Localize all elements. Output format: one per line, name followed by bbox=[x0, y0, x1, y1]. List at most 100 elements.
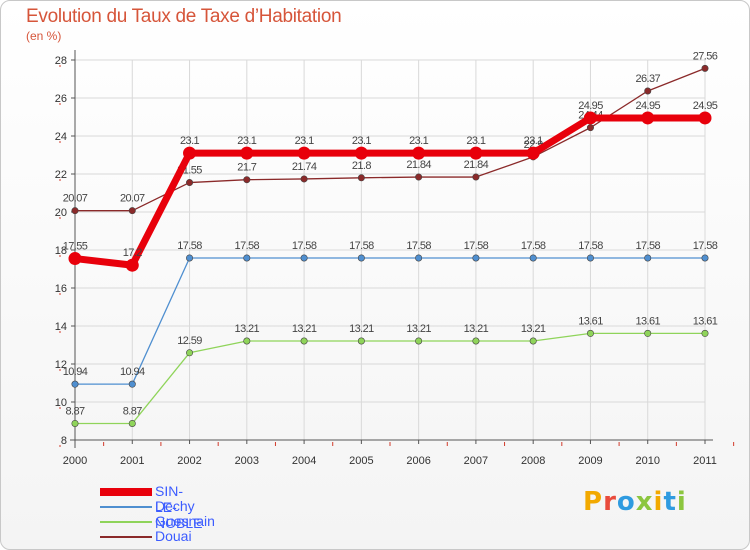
data-point bbox=[583, 111, 597, 125]
data-point bbox=[240, 146, 254, 160]
x-tick-label: 2008 bbox=[521, 455, 545, 467]
data-label: 23.1 bbox=[180, 135, 199, 147]
y-tick-label: 14 bbox=[55, 321, 67, 333]
data-label: 13.21 bbox=[406, 323, 431, 335]
series-line bbox=[74, 114, 705, 269]
series-line bbox=[75, 67, 706, 212]
series-guesnain: 8.87 8.87 12.59 13.21 13.21 13.21 13.21 13.21 13… bbox=[65, 315, 718, 427]
data-point bbox=[415, 254, 423, 262]
data-label: 8.87 bbox=[123, 405, 142, 417]
data-label: 17.58 bbox=[635, 240, 660, 252]
data-label: 13.61 bbox=[693, 315, 718, 327]
x-tick-label: 2004 bbox=[292, 455, 316, 467]
data-label: 13.21 bbox=[349, 323, 374, 335]
data-point bbox=[300, 254, 308, 262]
data-label: 17.58 bbox=[464, 240, 489, 252]
data-point bbox=[586, 329, 594, 337]
legend-label: Dechy bbox=[155, 498, 195, 514]
data-point bbox=[128, 380, 136, 388]
data-label: 17.58 bbox=[292, 240, 317, 252]
data-label: 21.84 bbox=[464, 159, 489, 171]
proxiti-logo: Proxiti bbox=[583, 487, 687, 517]
logo-letter: t bbox=[663, 487, 677, 517]
legend-swatch bbox=[100, 488, 152, 496]
y-tick-label: 10 bbox=[55, 397, 67, 409]
data-label: 21.74 bbox=[292, 161, 317, 173]
logo-letter: o bbox=[616, 487, 636, 517]
x-tick-label: 2011 bbox=[693, 455, 717, 467]
data-point bbox=[186, 254, 194, 262]
data-label: 17.58 bbox=[578, 240, 603, 252]
data-label: 17.58 bbox=[521, 240, 546, 252]
y-tick-label: 18 bbox=[55, 245, 67, 257]
data-point bbox=[125, 258, 139, 272]
data-point bbox=[644, 254, 652, 262]
data-point bbox=[586, 124, 594, 132]
data-point bbox=[243, 337, 251, 345]
data-label: 23.1 bbox=[352, 135, 371, 147]
data-point bbox=[698, 111, 712, 125]
data-point bbox=[357, 254, 365, 262]
x-tick-label: 2009 bbox=[578, 455, 602, 467]
data-label: 26.37 bbox=[635, 73, 660, 85]
data-point bbox=[354, 146, 368, 160]
data-label: 17.55 bbox=[63, 241, 88, 253]
x-tick-label: 2002 bbox=[177, 455, 201, 467]
data-point bbox=[357, 174, 365, 182]
data-point bbox=[701, 329, 709, 337]
data-label: 23.1 bbox=[466, 135, 485, 147]
logo-letter: i bbox=[653, 487, 664, 517]
data-label: 24.95 bbox=[693, 100, 718, 112]
y-tick-label: 20 bbox=[55, 207, 67, 219]
x-tick-label: 2001 bbox=[120, 455, 144, 467]
data-label: 20.07 bbox=[120, 193, 145, 205]
chart-subtitle: (en %) bbox=[26, 29, 62, 43]
data-label: 8.87 bbox=[65, 405, 84, 417]
data-point bbox=[186, 349, 194, 357]
data-point bbox=[357, 337, 365, 345]
y-tick-label: 12 bbox=[55, 359, 67, 371]
x-tick-label: 2000 bbox=[63, 455, 87, 467]
data-point bbox=[243, 254, 251, 262]
legend-label: Douai bbox=[155, 528, 192, 544]
data-label: 17.58 bbox=[235, 240, 260, 252]
x-tick-label: 2003 bbox=[235, 455, 259, 467]
data-label: 23.1 bbox=[524, 135, 543, 147]
data-label: 17.58 bbox=[693, 240, 718, 252]
data-label: 10.94 bbox=[120, 366, 145, 378]
data-label: 24.95 bbox=[578, 100, 603, 112]
data-point bbox=[644, 87, 652, 95]
legend-swatch bbox=[100, 536, 152, 538]
data-label: 21.8 bbox=[352, 160, 371, 172]
legend-swatch bbox=[100, 506, 152, 508]
data-point bbox=[529, 337, 537, 345]
y-tick-label: 26 bbox=[55, 93, 67, 105]
data-label: 23.1 bbox=[295, 135, 314, 147]
y-tick-label: 24 bbox=[55, 131, 67, 143]
data-point bbox=[300, 337, 308, 345]
data-label: 24.95 bbox=[635, 100, 660, 112]
data-point bbox=[472, 173, 480, 181]
data-label: 13.61 bbox=[635, 315, 660, 327]
data-label: 17.58 bbox=[177, 240, 202, 252]
y-tick-label: 8 bbox=[61, 435, 67, 447]
data-point bbox=[529, 254, 537, 262]
logo-letter: i bbox=[676, 487, 687, 517]
data-point bbox=[469, 146, 483, 160]
y-tick-label: 22 bbox=[55, 169, 67, 181]
data-point bbox=[186, 179, 194, 187]
data-label: 21.84 bbox=[406, 159, 431, 171]
data-point bbox=[128, 419, 136, 427]
data-label: 20.07 bbox=[63, 193, 88, 205]
data-point bbox=[183, 146, 197, 160]
data-label: 13.21 bbox=[464, 323, 489, 335]
logo-letter: x bbox=[635, 487, 654, 517]
x-tick-label: 2005 bbox=[349, 455, 373, 467]
data-label: 17.2 bbox=[123, 247, 142, 259]
data-point bbox=[641, 111, 655, 125]
data-label: 13.61 bbox=[578, 315, 603, 327]
data-point bbox=[71, 380, 79, 388]
